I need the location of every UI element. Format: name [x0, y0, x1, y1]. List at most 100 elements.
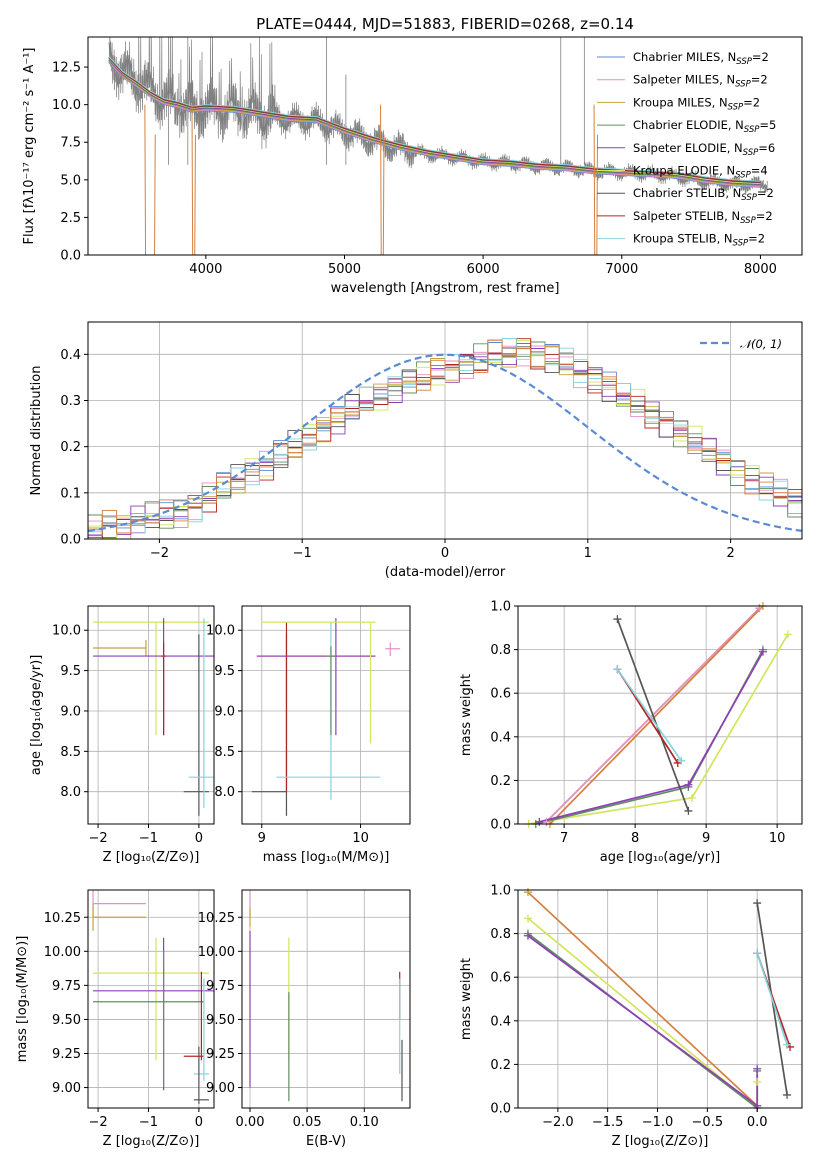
x-axis-label: Z [log₁₀(Z/Z⊙)]	[103, 850, 200, 865]
y-tick-label: 0.0	[490, 818, 511, 833]
weight-point	[677, 756, 686, 765]
x-tick-label: 0.10	[350, 1115, 379, 1130]
x-tick-label: 5000	[328, 262, 361, 277]
x-tick-label: −1.5	[592, 1115, 624, 1130]
x-tick-label: 8000	[744, 262, 777, 277]
x-axis-label: E(B-V)	[306, 1134, 346, 1149]
y-tick-label: 10.0	[52, 624, 81, 639]
panel-mass-vs-ebv: 0.00 0.05 0.10 9.00 9.25 9.50 9.75 10.00 10.25 E(…	[198, 889, 411, 1149]
x-tick-label: 0	[195, 1115, 203, 1130]
legend-label-sub: SSP	[740, 216, 756, 226]
legend-label-rest: =5	[759, 118, 776, 132]
histogram-series	[88, 339, 802, 537]
x-tick-label: 8	[631, 831, 639, 846]
y-axis-label: Flux [fλ10⁻¹⁷ erg cm⁻² s⁻¹ A⁻¹]	[22, 48, 37, 245]
y-tick-label: 8.0	[60, 785, 81, 800]
x-tick-label: 6000	[467, 262, 500, 277]
x-axis-label: mass [log₁₀(M/M⊙)]	[263, 850, 390, 865]
plot-area	[251, 618, 401, 816]
weight-point	[687, 793, 696, 802]
panel-mass-vs-Z: −2 −1 0 9.00 9.25 9.50 9.75 10.00 10.25 Z [log₁₀(…	[15, 889, 215, 1149]
legend-label: Chabrier ELODIE, NSSP=5	[633, 118, 776, 135]
weight-point	[783, 1040, 792, 1049]
y-tick-label: 12.5	[52, 61, 81, 76]
weight-point	[613, 615, 622, 624]
y-tick-label: 5.0	[60, 173, 81, 188]
x-axis-label: (data-model)/error	[385, 565, 506, 580]
legend-label: Salpeter ELODIE, NSSP=6	[633, 141, 775, 158]
x-tick-label: 2	[726, 546, 734, 561]
legend-label-rest: =2	[743, 95, 760, 109]
y-tick-label: 8.5	[60, 745, 81, 760]
y-tick-label: 0.4	[60, 348, 81, 363]
legend-label-sub: SSP	[741, 193, 757, 203]
weight-point	[753, 899, 762, 908]
legend-label-rest: =2	[757, 186, 774, 200]
y-tick-label: 2.5	[60, 211, 81, 226]
y-tick-label: 8.0	[214, 785, 235, 800]
x-tick-label: −2	[88, 831, 107, 846]
model-gap	[380, 104, 385, 255]
legend-label-main: Chabrier STELIB, N	[633, 186, 741, 200]
weight-point	[753, 949, 762, 958]
x-tick-label: −1	[139, 1115, 158, 1130]
normal-reference-curve	[88, 353, 802, 532]
model-gap	[191, 104, 196, 255]
y-tick-label: 9.75	[206, 979, 235, 994]
legend-label-sub: SSP	[735, 171, 751, 181]
y-tick-label: 0.8	[490, 927, 511, 942]
legend-label: Chabrier STELIB, NSSP=2	[633, 186, 774, 203]
x-tick-label: 7000	[605, 262, 638, 277]
weight-point	[684, 780, 693, 789]
panel-weight-vs-Z: −2.0 −1.5 −1.0 −0.5 0.0 0.0 0.2 0.4 0.6 0.8 1.0 Z […	[459, 884, 803, 1149]
y-axis-label: age [log₁₀(age/yr)]	[29, 655, 44, 776]
y-tick-label: 9.0	[60, 704, 81, 719]
panel-weight-vs-age: 7 8 9 10 0.0 0.2 0.4 0.6 0.8 1.0 age [log₁₀(age/yr…	[459, 600, 803, 865]
y-tick-label: 0.4	[490, 730, 511, 745]
legend-label-main: Chabrier ELODIE, N	[633, 118, 744, 132]
weight-point	[783, 1090, 792, 1099]
y-tick-label: 10.0	[52, 98, 81, 113]
x-tick-label: 9	[702, 831, 710, 846]
model-gap	[144, 104, 156, 255]
weight-point	[523, 931, 532, 940]
y-tick-label: 9.5	[214, 664, 235, 679]
weight-point	[753, 1064, 762, 1073]
legend-label-main: Kroupa ELODIE, N	[633, 164, 735, 178]
model-line	[108, 61, 761, 188]
x-tick-label: 1	[584, 546, 592, 561]
x-axis-label: wavelength [Angstrom, rest frame]	[331, 281, 560, 296]
axes-frame	[517, 605, 803, 825]
panel-age-vs-mass: 9 10 8.0 8.5 9.0 9.5 10.0 mass [log₁₀(M/M⊙)]	[206, 605, 411, 865]
x-axis-label: Z [log₁₀(Z/Z⊙)]	[612, 1134, 709, 1149]
plot-area	[92, 890, 214, 1104]
model-line	[108, 56, 761, 183]
x-tick-label: 0.00	[236, 1115, 265, 1130]
x-tick-label: 0.0	[747, 1115, 768, 1130]
legend-label-sub: SSP	[733, 239, 749, 249]
x-tick-label: 10	[352, 831, 369, 846]
y-tick-label: 10.00	[44, 945, 81, 960]
legend-label-rest: =2	[756, 209, 773, 223]
y-tick-label: 9.75	[52, 979, 81, 994]
axes-frame	[87, 605, 215, 825]
model-line	[108, 59, 761, 185]
legend-label: Kroupa ELODIE, NSSP=4	[633, 164, 768, 181]
y-tick-label: 0.4	[490, 1014, 511, 1029]
y-tick-label: 0.0	[60, 249, 81, 264]
x-tick-label: 0.05	[293, 1115, 322, 1130]
axes-frame	[87, 889, 215, 1109]
legend-label-rest: =2	[752, 50, 769, 64]
panel-age-vs-Z: −2 −1 0 8.0 8.5 9.0 9.5 10.0 Z [log₁₀(Z/Z⊙)] age …	[29, 605, 215, 865]
legend-label-sub: SSP	[728, 102, 744, 112]
legend-label-sub: SSP	[735, 80, 751, 90]
weight-point	[758, 647, 767, 656]
x-tick-label: 0	[441, 546, 449, 561]
x-tick-label: −2	[150, 546, 169, 561]
legend-label-main: Salpeter STELIB, N	[633, 209, 740, 223]
weight-line	[756, 952, 788, 1046]
plot-area	[249, 890, 403, 1102]
weight-point	[613, 665, 622, 674]
legend-label: Salpeter STELIB, NSSP=2	[633, 209, 773, 226]
model-line	[108, 62, 761, 188]
